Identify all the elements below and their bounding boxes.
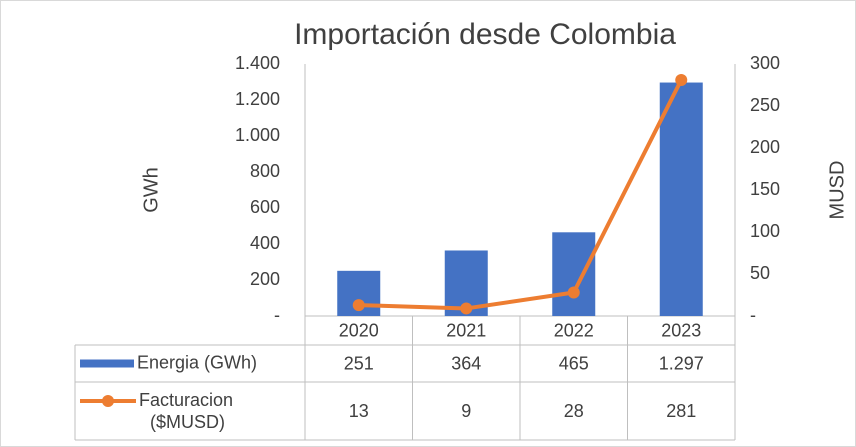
- y2-tick-label: 50: [750, 263, 770, 283]
- y-tick-label: 400: [250, 233, 280, 253]
- chart-title: Importación desde Colombia: [294, 18, 676, 51]
- table-value: 251: [344, 353, 374, 373]
- table-value: 28: [564, 401, 584, 421]
- y2-axis-title: MUSD: [826, 161, 848, 220]
- y-tick-label: 200: [250, 269, 280, 289]
- bar: [552, 232, 596, 316]
- legend-marker: [102, 395, 114, 407]
- legend-label: Energia (GWh): [137, 352, 257, 372]
- x-tick-label: 2021: [446, 320, 486, 340]
- y-tick-label: 1.200: [235, 89, 280, 109]
- legend-label: Facturacion ($MUSD): [139, 390, 233, 432]
- y-tick-label: -: [274, 305, 280, 325]
- y-tick-label: 600: [250, 197, 280, 217]
- legend-swatch: [80, 359, 134, 368]
- x-tick-label: 2023: [661, 320, 701, 340]
- line-marker: [460, 302, 473, 315]
- line-marker: [567, 286, 580, 299]
- y2-tick-label: 200: [750, 137, 780, 157]
- y-tick-label: 800: [250, 161, 280, 181]
- table-value: 13: [349, 401, 369, 421]
- y2-tick-label: 100: [750, 221, 780, 241]
- y-tick-label: 1.000: [235, 125, 280, 145]
- table-value: 281: [666, 401, 696, 421]
- table-value: 364: [451, 353, 481, 373]
- x-tick-label: 2022: [554, 320, 594, 340]
- bar: [659, 82, 703, 316]
- line-marker: [352, 299, 365, 312]
- y-tick-label: 1.400: [235, 53, 280, 73]
- table-value: 465: [559, 353, 589, 373]
- y2-tick-label: 300: [750, 53, 780, 73]
- x-tick-label: 2020: [339, 320, 379, 340]
- y2-tick-label: 250: [750, 95, 780, 115]
- y2-tick-label: 150: [750, 179, 780, 199]
- table-value: 9: [461, 401, 471, 421]
- table-value: 1.297: [659, 353, 704, 373]
- line: [358, 79, 684, 311]
- y-axis-title: GWh: [140, 167, 162, 213]
- line-marker: [675, 73, 688, 86]
- y2-tick-label: -: [750, 305, 756, 325]
